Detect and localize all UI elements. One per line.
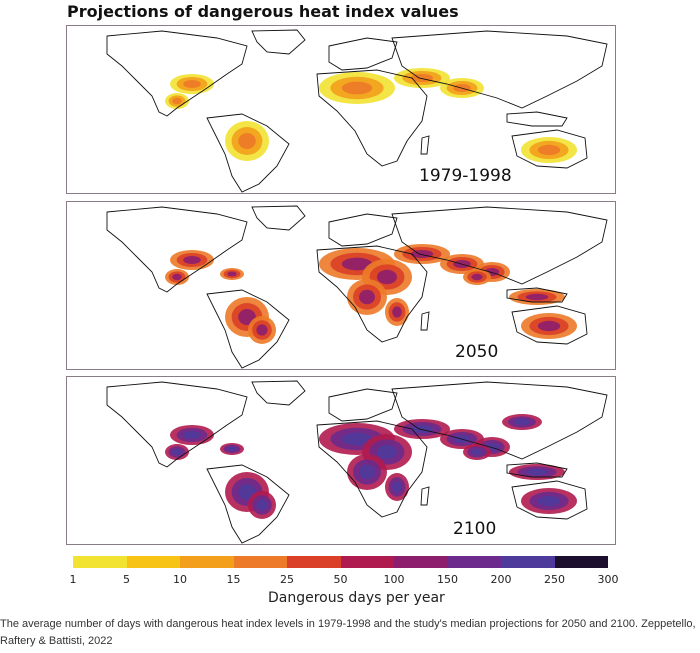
heat-region [471,448,483,456]
heat-region [471,273,483,281]
map-title: Projections of dangerous heat index valu… [67,2,459,21]
colorbar-segment [554,556,608,568]
heat-region [172,97,182,105]
colorbar-tick-label: 5 [123,573,130,586]
colorbar-tick-label: 300 [597,573,619,586]
colorbar-tick-label: 100 [383,573,405,586]
continent-outline-asia [391,381,608,460]
colorbar-segment [394,556,448,568]
continent-outline-greenland [251,29,306,55]
heat-region [514,418,530,426]
heat-region [183,256,201,264]
colorbar-title: Dangerous days per year [268,590,445,606]
colorbar-segment [501,556,555,568]
heat-region [359,289,375,305]
heat-region [341,257,373,271]
map-panel-2050: 2050 [66,201,616,370]
colorbar-segment [180,556,234,568]
continent-outline-europe [328,388,398,422]
panel-label-1979-1998: 1979-1998 [419,166,512,186]
continent-outline-southAmerica [206,289,290,369]
map-panel-2100: 2100 [66,376,616,545]
heat-region [392,481,402,493]
heat-region [238,133,256,149]
heat-region [183,80,201,88]
continent-outline-madagascar [420,311,430,331]
colorbar-tick-label: 25 [280,573,294,586]
colorbar-tick-label: 50 [333,573,348,586]
heat-region [377,269,397,285]
continent-outline-africa [316,69,428,167]
colorbar-segment [73,556,127,568]
continent-outline-northAmerica [106,206,248,293]
heat-region [537,320,561,332]
colorbar-segment [447,556,501,568]
colorbar-tick-label: 200 [490,573,512,586]
heat-region [392,306,402,318]
continent-outline-southAmerica [206,113,290,193]
continent-outline-australia [511,480,588,520]
heat-region [537,144,561,156]
colorbar-tick-label: 10 [173,573,187,586]
figure-caption: The average number of days with dangerou… [0,618,696,647]
continent-outline-indonesia [506,111,568,127]
world-map-2050 [106,205,608,369]
colorbar-tick-label: 1 [69,573,77,586]
heat-region [525,293,549,301]
heat-region [172,273,182,281]
continent-outline-northAmerica [106,381,248,468]
heat-region [341,432,373,446]
continent-outline-indonesia [506,462,568,478]
colorbar-tick-label: 15 [226,573,241,586]
continent-outline-australia [511,305,588,345]
heat-region [227,271,237,277]
continent-outline-asia [391,206,608,285]
map-panel-1979-1998: 1979-1998 [66,25,616,194]
heat-region [256,324,268,336]
world-map-2100 [106,380,608,544]
continent-outline-australia [511,129,588,169]
panel-label-2050: 2050 [455,342,499,362]
continent-outline-africa [316,420,428,518]
continent-outline-indonesia [506,287,568,303]
colorbar-segment [287,556,341,568]
colorbar [73,556,608,568]
panel-label-2100: 2100 [453,519,497,539]
continent-outline-europe [328,37,398,71]
heat-region [172,448,182,456]
continent-outline-northAmerica [106,30,248,117]
colorbar-segment [340,556,394,568]
continent-outline-southAmerica [206,464,290,544]
colorbar-segment [126,556,180,568]
continent-outline-africa [316,245,428,343]
continent-outline-asia [391,30,608,109]
colorbar-tick-label: 250 [544,573,565,586]
colorbar-tick-label: 150 [437,573,458,586]
heat-region [256,499,268,511]
heat-region [377,444,397,460]
heat-region [183,431,201,439]
colorbar-segment [233,556,287,568]
continent-outline-greenland [251,380,306,406]
heat-region [341,81,373,95]
world-map-1979-1998 [106,29,608,193]
continent-outline-greenland [251,205,306,231]
heat-region [359,464,375,480]
heat-region [537,495,561,507]
continent-outline-madagascar [420,135,430,155]
heat-region [525,468,549,476]
heat-region [227,446,237,452]
continent-outline-madagascar [420,486,430,506]
continent-outline-europe [328,213,398,247]
